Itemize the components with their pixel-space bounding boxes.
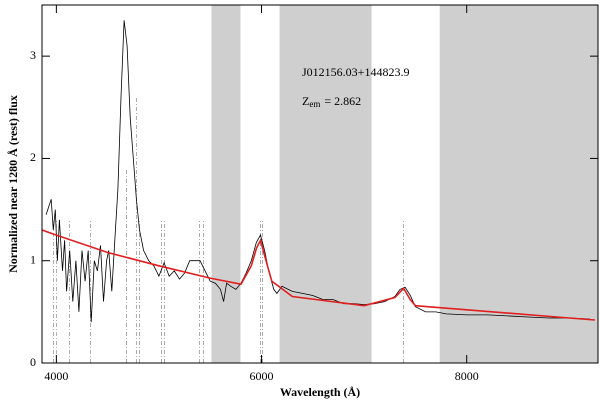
shaded-band — [279, 5, 372, 363]
redshift-label: Zem = 2.862 — [302, 94, 361, 109]
shaded-band — [439, 5, 598, 363]
plot: 4000 6000 8000 0 1 2 3 — [30, 4, 599, 383]
y-tick-label: 3 — [30, 48, 36, 62]
spectrum-line — [41, 229, 595, 321]
y-tick-label: 1 — [30, 252, 36, 266]
y-axis-label: Normalized near 1280 Å (rest) flux — [6, 95, 20, 273]
x-tick-label: 6000 — [250, 369, 274, 383]
z-subscript: em — [309, 99, 320, 109]
shaded-band — [211, 5, 241, 363]
z-value: = 2.862 — [324, 94, 361, 108]
object-name: J012156.03+144823.9 — [302, 65, 409, 79]
x-axis-label: Wavelength (Å) — [280, 385, 360, 399]
y-tick-label: 0 — [30, 355, 36, 369]
z-symbol: Z — [302, 94, 309, 108]
x-tick-label: 4000 — [44, 369, 68, 383]
x-tick-label: 8000 — [455, 369, 479, 383]
plot-frame — [41, 4, 599, 364]
y-tick-label: 2 — [30, 150, 36, 164]
